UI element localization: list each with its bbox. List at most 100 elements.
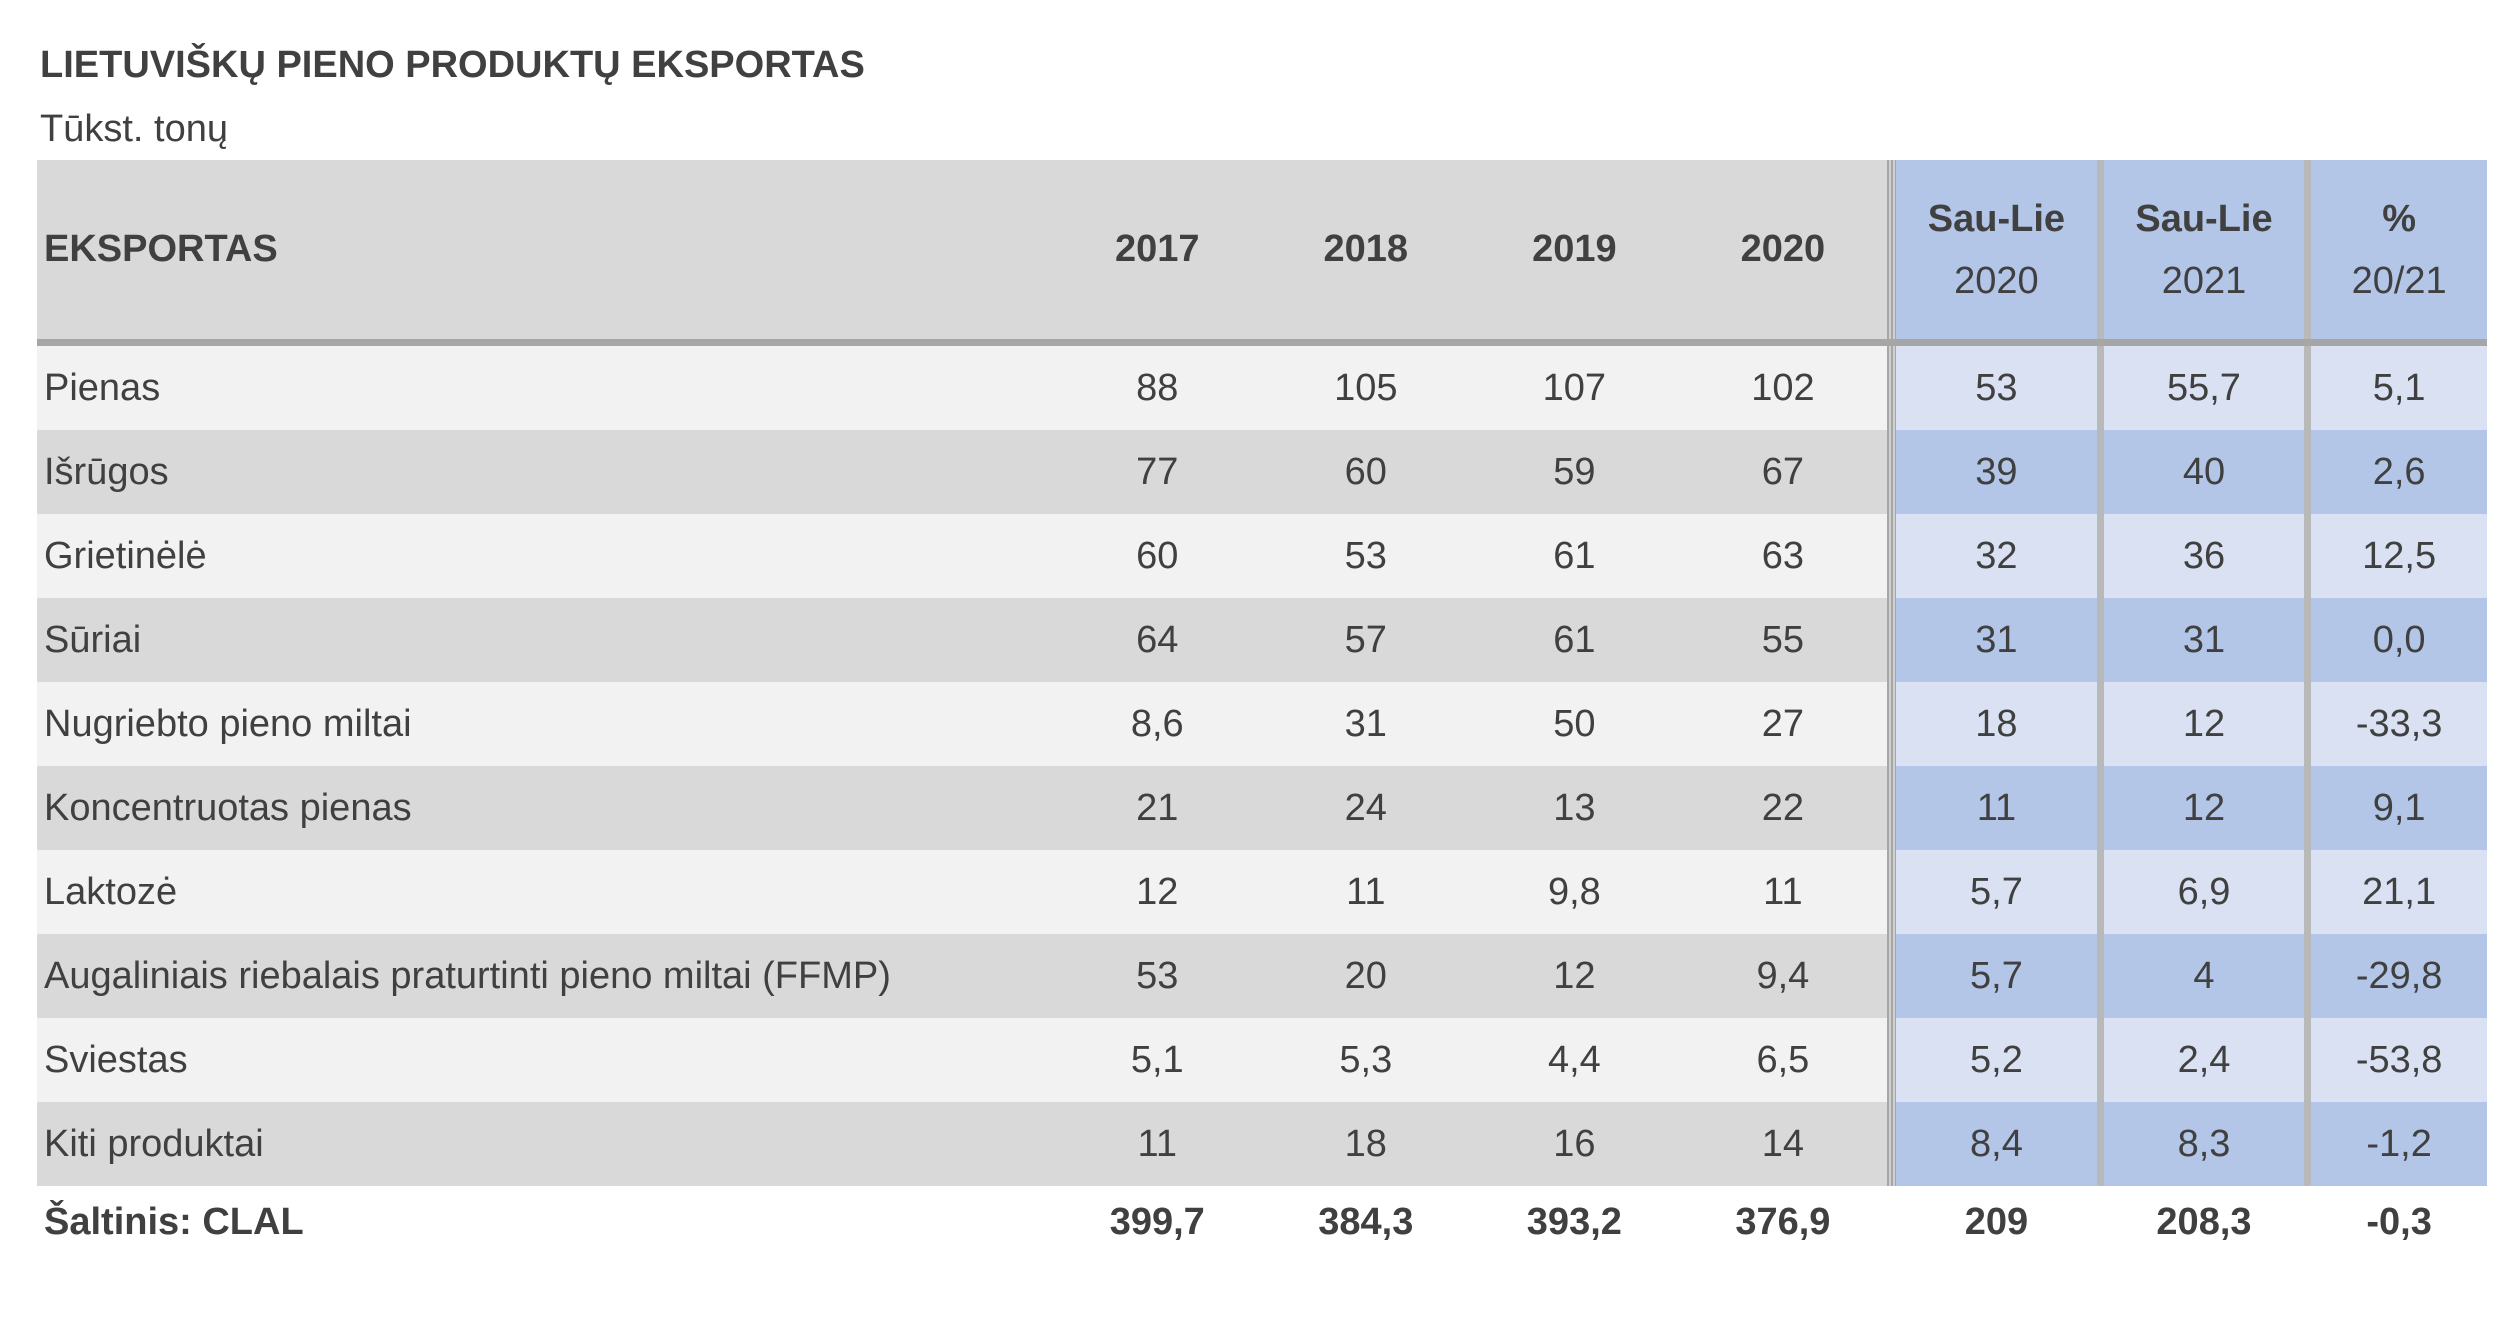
column-separator	[2304, 850, 2312, 934]
column-separator	[1887, 346, 1897, 430]
column-separator	[1887, 766, 1897, 850]
column-separator	[2096, 430, 2104, 514]
cell-pct-20-21: 5,1	[2311, 346, 2488, 430]
column-separator	[2304, 682, 2312, 766]
cell-2018: 31	[1261, 682, 1471, 766]
cell-2019: 61	[1470, 514, 1679, 598]
column-separator	[2304, 346, 2312, 430]
cell-2018: 18	[1261, 1102, 1471, 1186]
column-separator	[2096, 934, 2104, 1018]
table-row: Laktozė 12 11 9,8 11 5,7 6,9 21,1	[37, 850, 2488, 934]
cell-saulie-2020: 209	[1964, 1201, 2029, 1243]
cell-2017: 8,6	[1052, 682, 1262, 766]
table-title: LIETUVIŠKŲ PIENO PRODUKTŲ EKSPORTAS	[40, 44, 865, 86]
cell-saulie-2021: 208,3	[2156, 1201, 2252, 1243]
table-body: Pienas 88 105 107 102 53 55,7 5,1 Išrūgos 77 60 59 6…	[37, 346, 2488, 1244]
row-label: Sviestas	[37, 1018, 1053, 1102]
cell-2019: 12	[1470, 934, 1679, 1018]
cell-saulie-2020: 39	[1896, 430, 2097, 514]
column-separator	[2096, 766, 2104, 850]
column-separator	[2096, 514, 2104, 598]
cell-saulie-2020: 18	[1896, 682, 2097, 766]
header-label: EKSPORTAS	[37, 160, 1053, 339]
header-year-2017: 2017	[1052, 160, 1262, 339]
cell-saulie-2020: 5,7	[1896, 850, 2097, 934]
cell-2017: 88	[1052, 346, 1262, 430]
table-row: Grietinėlė 60 53 61 63 32 36 12,5	[37, 514, 2488, 598]
cell-2018: 20	[1261, 934, 1471, 1018]
cell-2017: 21	[1052, 766, 1262, 850]
cell-2017: 53	[1052, 934, 1262, 1018]
cell-saulie-2020: 11	[1896, 766, 2097, 850]
row-label: Laktozė	[37, 850, 1053, 934]
column-separator	[1887, 430, 1897, 514]
row-label: Koncentruotas pienas	[37, 766, 1053, 850]
cell-2018: 384,3	[1318, 1201, 1414, 1243]
table-row: Koncentruotas pienas 21 24 13 22 11 12 9,1	[37, 766, 2488, 850]
export-table: EKSPORTAS 2017 2018 2019 2020 Sau-Lie 20…	[37, 160, 2488, 1244]
cell-pct-20-21: -29,8	[2311, 934, 2488, 1018]
table-row: Sviestas 5,1 5,3 4,4 6,5 5,2 2,4 -53,8	[37, 1018, 2488, 1102]
cell-2017: 5,1	[1052, 1018, 1262, 1102]
cell-2017: 12	[1052, 850, 1262, 934]
header-pct-top: %	[2382, 197, 2417, 240]
cell-pct-20-21: 2,6	[2311, 430, 2488, 514]
column-separator	[2304, 160, 2312, 339]
cell-2020: 67	[1678, 430, 1888, 514]
cell-2018: 11	[1261, 850, 1471, 934]
cell-saulie-2020: 5,7	[1896, 934, 2097, 1018]
cell-2019: 50	[1470, 682, 1679, 766]
column-separator	[2096, 1018, 2104, 1102]
column-separator	[1887, 1186, 1896, 1244]
header-year-2018: 2018	[1261, 160, 1471, 339]
cell-saulie-2021: 40	[2103, 430, 2305, 514]
row-label: Šaltinis: CLAL	[44, 1201, 304, 1243]
column-separator	[2304, 1186, 2311, 1244]
cell-2020: 55	[1678, 598, 1888, 682]
cell-2018: 105	[1261, 346, 1471, 430]
cell-2019: 9,8	[1470, 850, 1679, 934]
cell-pct-20-21: 12,5	[2311, 514, 2488, 598]
column-separator	[2096, 598, 2104, 682]
column-separator	[2096, 850, 2104, 934]
header-pct-bottom: 20/21	[2351, 259, 2447, 302]
column-separator	[1887, 850, 1897, 934]
cell-saulie-2021: 8,3	[2103, 1102, 2305, 1186]
cell-2018: 53	[1261, 514, 1471, 598]
table-row: Išrūgos 77 60 59 67 39 40 2,6	[37, 430, 2488, 514]
table-row: Kiti produktai 11 18 16 14 8,4 8,3 -1,2	[37, 1102, 2488, 1186]
cell-pct-20-21: 0,0	[2311, 598, 2488, 682]
column-separator	[2096, 160, 2104, 339]
cell-2019: 59	[1470, 430, 1679, 514]
cell-saulie-2021: 55,7	[2103, 346, 2305, 430]
cell-2017: 11	[1052, 1102, 1262, 1186]
column-separator	[2304, 598, 2312, 682]
cell-pct-20-21: 21,1	[2311, 850, 2488, 934]
column-separator	[2304, 1102, 2312, 1186]
total-row: Šaltinis: CLAL 399,7 384,3 393,2 376,9 209 208…	[37, 1186, 2487, 1244]
table-row: Pienas 88 105 107 102 53 55,7 5,1	[37, 346, 2488, 430]
cell-2020: 27	[1678, 682, 1888, 766]
cell-2020: 6,5	[1678, 1018, 1888, 1102]
column-separator	[2304, 514, 2312, 598]
cell-2017: 77	[1052, 430, 1262, 514]
cell-2018: 24	[1261, 766, 1471, 850]
cell-2020: 102	[1678, 346, 1888, 430]
row-label: Pienas	[37, 346, 1053, 430]
header-period-2020: Sau-Lie 2020	[1896, 160, 2097, 339]
cell-2019: 16	[1470, 1102, 1679, 1186]
column-separator	[1887, 934, 1897, 1018]
header-period-2020-top: Sau-Lie	[1927, 197, 2066, 240]
cell-saulie-2021: 36	[2103, 514, 2305, 598]
cell-pct-20-21: -33,3	[2311, 682, 2488, 766]
row-label: Augaliniais riebalais praturtinti pieno …	[37, 934, 1053, 1018]
header-period-2021-top: Sau-Lie	[2135, 197, 2273, 240]
column-separator	[2304, 430, 2312, 514]
cell-2020: 14	[1678, 1102, 1888, 1186]
header-period-2021: Sau-Lie 2021	[2103, 160, 2305, 339]
cell-pct-20-21: -1,2	[2311, 1102, 2488, 1186]
cell-2020: 63	[1678, 514, 1888, 598]
table-row: Sūriai 64 57 61 55 31 31 0,0	[37, 598, 2488, 682]
cell-saulie-2021: 2,4	[2103, 1018, 2305, 1102]
cell-2018: 57	[1261, 598, 1471, 682]
